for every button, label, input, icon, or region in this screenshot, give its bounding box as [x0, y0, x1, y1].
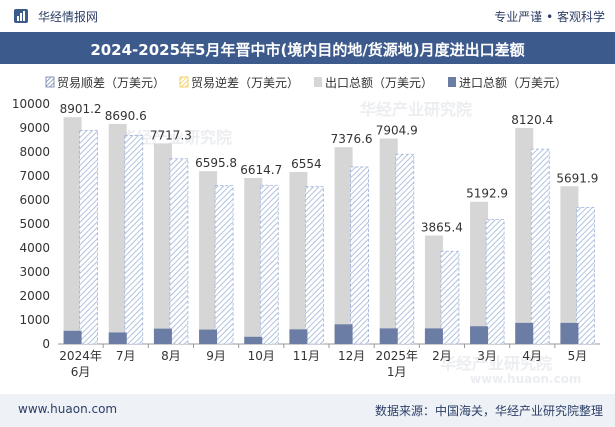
surplus-bar: [214, 185, 234, 345]
y-tick-label: 8000: [19, 145, 50, 159]
import-bar: [424, 328, 443, 344]
y-tick-label: 7000: [19, 169, 50, 183]
x-tick-label: 10月: [248, 349, 275, 363]
y-tick-label: 9000: [19, 121, 50, 135]
surplus-data-label: 5691.9: [556, 171, 598, 185]
x-tick-label: 12月: [338, 349, 365, 363]
surplus-bar: [576, 206, 595, 345]
top-bar: 华经情报网 专业严谨 • 客观科学: [0, 0, 615, 32]
x-tick-label: 2月: [432, 349, 452, 363]
watermark-text: 华经产业研究院: [360, 100, 473, 119]
x-tick-label: 7月: [116, 349, 136, 363]
x-tick-label: 2025年 1月: [375, 349, 418, 379]
x-tick-label: 11月: [293, 349, 320, 363]
footer-url: www.huaon.com: [18, 402, 118, 416]
import-bar: [470, 326, 489, 344]
import-bar: [108, 332, 127, 344]
surplus-bar: [485, 218, 505, 345]
surplus-bar: [305, 186, 324, 345]
legend-label-export: 出口总额（万美元）: [325, 76, 433, 90]
surplus-data-label: 6554: [291, 157, 322, 171]
import-bar: [379, 328, 398, 344]
site-tagline: 专业严谨 • 客观科学: [494, 10, 605, 24]
title-bar: [0, 32, 615, 64]
export-bar: [63, 117, 82, 344]
surplus-bar: [395, 153, 415, 345]
export-bar: [470, 201, 489, 344]
surplus-data-label: 7904.9: [376, 124, 418, 138]
legend-swatch-import: [448, 77, 456, 87]
site-name: 华经情报网: [38, 10, 99, 24]
surplus-bar: [79, 129, 98, 345]
y-tick-label: 3000: [19, 265, 50, 279]
export-bar: [153, 143, 172, 344]
export-bar: [560, 186, 579, 344]
import-bar: [63, 330, 82, 344]
surplus-data-label: 8901.2: [60, 102, 102, 116]
export-bar: [424, 235, 443, 344]
import-bar: [289, 329, 308, 344]
import-bar: [199, 329, 218, 344]
surplus-bar: [259, 184, 279, 345]
export-bar: [244, 177, 263, 344]
export-bar: [379, 138, 398, 344]
import-bar: [334, 324, 353, 344]
chart-area: 贸易顺差（万美元） 贸易逆差（万美元） 出口总额（万美元） 进口总额（万美元） …: [12, 75, 600, 379]
watermark-url: www.huaon.com: [470, 372, 582, 386]
export-bar: [199, 171, 218, 344]
watermark-text: 华经产业研究院: [120, 128, 233, 147]
surplus-data-label: 7376.6: [331, 132, 373, 146]
x-tick-label: 8月: [161, 349, 181, 363]
surplus-data-label: 7717.3: [150, 128, 192, 142]
surplus-bar: [530, 148, 550, 345]
export-bar: [334, 147, 353, 344]
surplus-data-label: 3865.4: [421, 221, 463, 235]
export-bar: [108, 123, 127, 344]
watermark-text: 华经产业研究院: [440, 354, 553, 373]
import-bar: [560, 322, 579, 344]
surplus-bar: [350, 166, 369, 345]
surplus-data-label: 6595.8: [195, 156, 237, 170]
x-tick-label: 2024年 6月: [59, 349, 102, 379]
legend-swatch-surplus: [45, 76, 55, 88]
footer-bar: [0, 394, 615, 427]
surplus-data-label: 8120.4: [511, 113, 553, 127]
surplus-data-label: 8690.6: [105, 109, 147, 123]
import-bar: [153, 328, 172, 344]
export-bar: [515, 128, 534, 344]
legend-label-deficit: 贸易逆差（万美元）: [191, 75, 299, 90]
export-bar: [289, 171, 308, 344]
y-tick-label: 2000: [19, 289, 50, 303]
legend-label-surplus: 贸易顺差（万美元）: [57, 76, 165, 90]
x-axis: 2024年 6月 7月 8月 9月 10月 11月 12月 2025年 1月 2月 3月 4月 5月: [59, 344, 587, 379]
y-tick-label: 4000: [19, 241, 50, 255]
import-bar: [244, 336, 263, 344]
surplus-bar: [169, 158, 189, 345]
x-tick-label: 5月: [568, 349, 588, 363]
huajing-logo-icon: [14, 9, 28, 23]
x-tick-label: 9月: [206, 349, 226, 363]
legend-swatch-deficit: [179, 76, 189, 88]
x-tick-label: 3月: [477, 349, 497, 363]
data-source: 数据来源：中国海关，华经产业研究院整理: [374, 404, 603, 418]
surplus-data-label: 5192.9: [466, 187, 508, 201]
x-tick-label: 4月: [522, 349, 542, 363]
surplus-bar: [440, 250, 460, 345]
legend-label-import: 进口总额（万美元）: [459, 76, 567, 90]
surplus-bar: [124, 135, 144, 345]
chart-legend: 贸易顺差（万美元） 贸易逆差（万美元） 出口总额（万美元） 进口总额（万美元）: [45, 75, 567, 90]
y-tick-label: 1000: [19, 313, 50, 327]
y-tick-label: 6000: [19, 193, 50, 207]
y-tick-label: 10000: [12, 97, 50, 111]
y-tick-label: 0: [42, 337, 50, 351]
chart-title: 2024-2025年5月年晋中市(境内目的地/货源地)月度进出口差额: [90, 41, 525, 59]
legend-swatch-export: [314, 77, 322, 87]
y-tick-label: 5000: [19, 217, 50, 231]
import-bar: [515, 322, 534, 344]
surplus-data-label: 6614.7: [240, 163, 282, 177]
